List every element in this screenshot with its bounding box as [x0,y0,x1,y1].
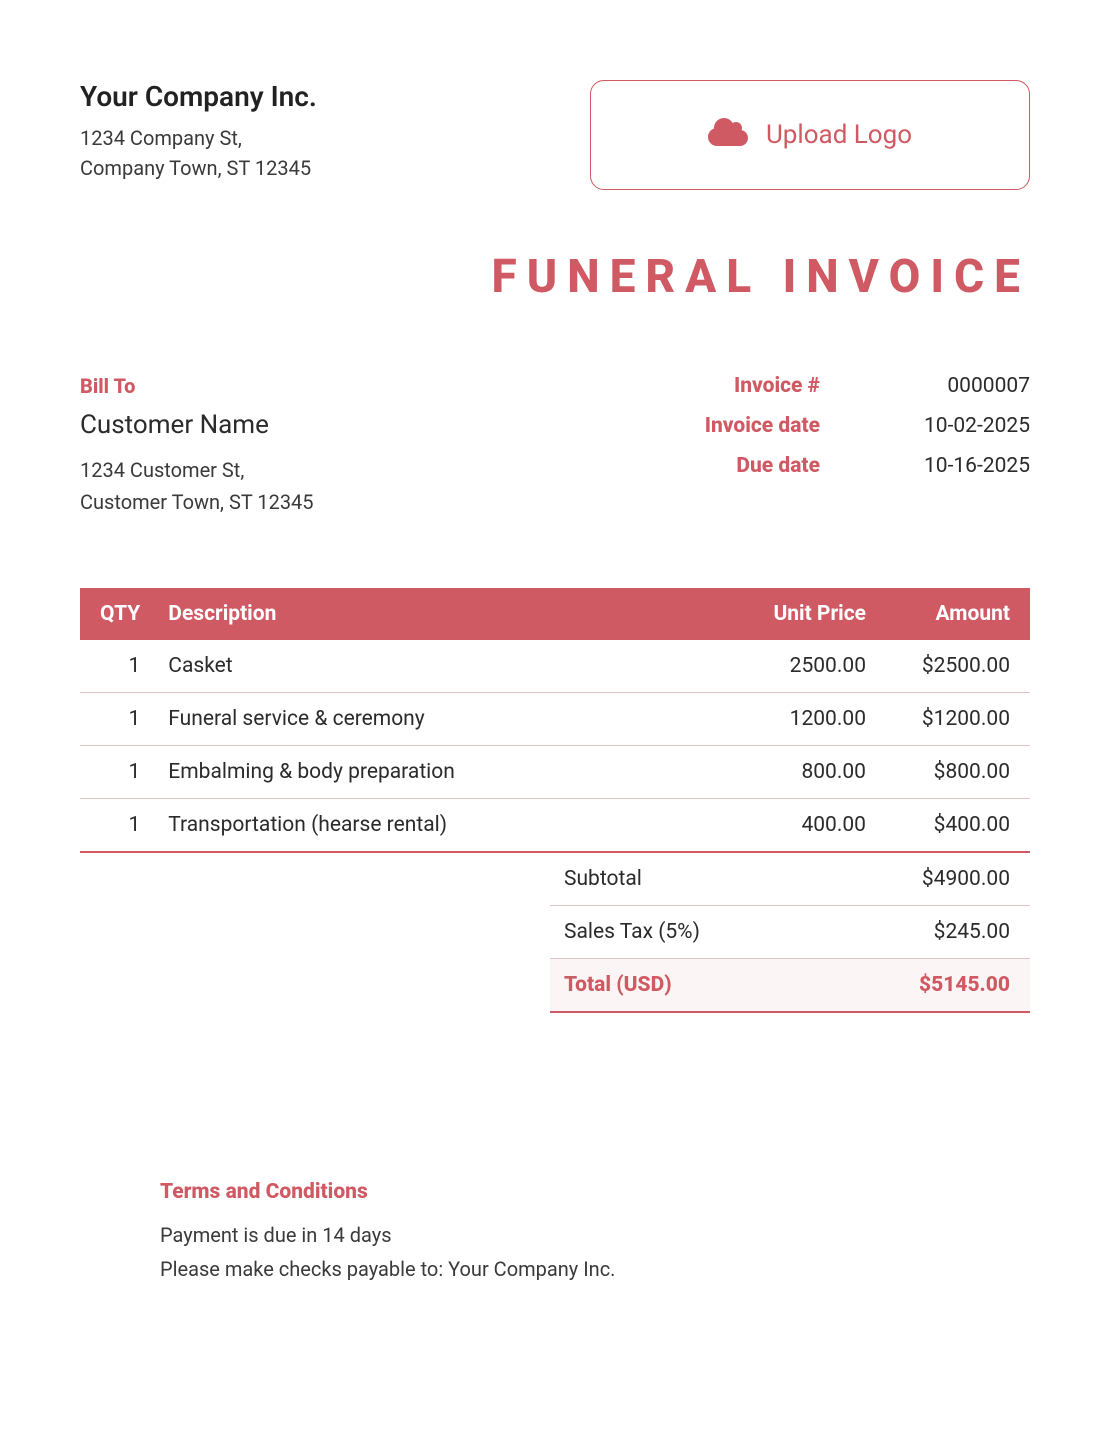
customer-name: Customer Name [80,410,705,440]
table-header-row: QTY Description Unit Price Amount [80,588,1030,640]
terms-title: Terms and Conditions [160,1180,950,1204]
meta-row: Bill To Customer Name 1234 Customer St, … [80,374,1030,518]
due-date-value: 10-16-2025 [880,454,1030,478]
terms-line-2: Please make checks payable to: Your Comp… [160,1252,950,1286]
cell-description: Embalming & body preparation [154,746,720,799]
due-date-label: Due date [705,454,820,478]
terms-line-1: Payment is due in 14 days [160,1218,950,1252]
cell-amount: $2500.00 [880,640,1030,693]
cell-amount: $1200.00 [880,693,1030,746]
bill-to-block: Bill To Customer Name 1234 Customer St, … [80,374,705,518]
table-row: 1Funeral service & ceremony1200.00$1200.… [80,693,1030,746]
total-value: $5145.00 [919,973,1010,997]
col-amount: Amount [880,588,1030,640]
upload-logo-button[interactable]: Upload Logo [590,80,1030,190]
invoice-meta: Invoice # 0000007 Invoice date 10-02-202… [705,374,1030,478]
table-row: 1Casket2500.00$2500.00 [80,640,1030,693]
invoice-date-value: 10-02-2025 [880,414,1030,438]
customer-address-line1: 1234 Customer St, [80,454,705,486]
customer-address: 1234 Customer St, Customer Town, ST 1234… [80,454,705,518]
cell-description: Casket [154,640,720,693]
upload-logo-label: Upload Logo [766,120,912,150]
invoice-number-label: Invoice # [705,374,820,398]
cell-qty: 1 [80,693,154,746]
totals-block: Subtotal $4900.00 Sales Tax (5%) $245.00… [550,853,1030,1013]
col-description: Description [154,588,720,640]
customer-address-line2: Customer Town, ST 12345 [80,486,705,518]
line-items-table: QTY Description Unit Price Amount 1Caske… [80,588,1030,853]
document-title: FUNERAL INVOICE [80,250,1030,304]
table-row: 1Embalming & body preparation800.00$800.… [80,746,1030,799]
col-qty: QTY [80,588,154,640]
cloud-upload-icon [708,116,748,155]
cell-description: Funeral service & ceremony [154,693,720,746]
company-address: 1234 Company St, Company Town, ST 12345 [80,123,590,183]
cell-unit-price: 400.00 [720,799,880,853]
tax-row: Sales Tax (5%) $245.00 [550,906,1030,959]
company-address-line1: 1234 Company St, [80,123,590,153]
header-row: Your Company Inc. 1234 Company St, Compa… [80,80,1030,190]
total-label: Total (USD) [564,973,672,997]
table-row: 1Transportation (hearse rental)400.00$40… [80,799,1030,853]
cell-unit-price: 1200.00 [720,693,880,746]
cell-qty: 1 [80,746,154,799]
col-unit-price: Unit Price [720,588,880,640]
cell-amount: $800.00 [880,746,1030,799]
tax-value: $245.00 [934,920,1010,944]
tax-label: Sales Tax (5%) [564,920,700,944]
total-row: Total (USD) $5145.00 [550,959,1030,1013]
invoice-date-label: Invoice date [705,414,820,438]
invoice-number-value: 0000007 [880,374,1030,398]
subtotal-row: Subtotal $4900.00 [550,853,1030,906]
cell-qty: 1 [80,640,154,693]
subtotal-value: $4900.00 [922,867,1010,891]
company-block: Your Company Inc. 1234 Company St, Compa… [80,80,590,183]
bill-to-label: Bill To [80,374,705,398]
company-address-line2: Company Town, ST 12345 [80,153,590,183]
cell-unit-price: 2500.00 [720,640,880,693]
cell-unit-price: 800.00 [720,746,880,799]
cell-qty: 1 [80,799,154,853]
subtotal-label: Subtotal [564,867,642,891]
cell-amount: $400.00 [880,799,1030,853]
company-name: Your Company Inc. [80,80,590,113]
terms-block: Terms and Conditions Payment is due in 1… [160,1180,950,1286]
cell-description: Transportation (hearse rental) [154,799,720,853]
